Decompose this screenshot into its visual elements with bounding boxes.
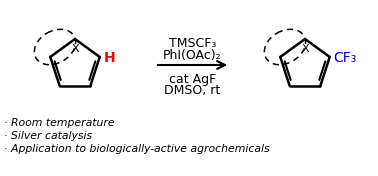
Text: TMSCF₃: TMSCF₃ <box>169 37 216 50</box>
Text: · Application to biologically-active agrochemicals: · Application to biologically-active agr… <box>4 144 270 154</box>
Text: · Silver catalysis: · Silver catalysis <box>4 131 92 141</box>
Text: DMSO, rt: DMSO, rt <box>164 84 221 97</box>
Text: X: X <box>71 44 79 54</box>
Text: cat AgF: cat AgF <box>169 73 216 86</box>
Text: X: X <box>301 44 309 54</box>
Text: H: H <box>104 51 115 65</box>
Text: · Room temperature: · Room temperature <box>4 118 115 128</box>
Text: PhI(OAc)₂: PhI(OAc)₂ <box>163 49 222 62</box>
Text: CF₃: CF₃ <box>334 51 357 65</box>
